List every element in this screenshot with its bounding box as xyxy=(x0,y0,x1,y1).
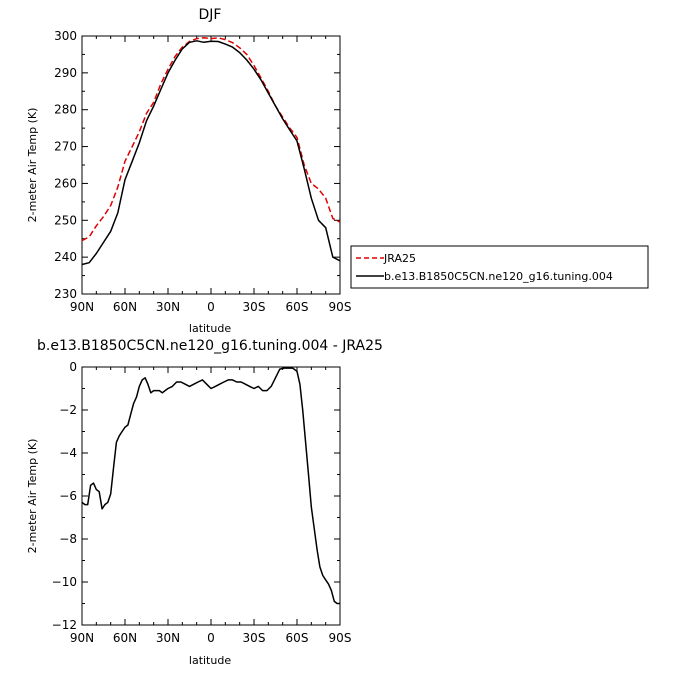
x-tick-label: 60S xyxy=(286,300,309,314)
y-tick-label: −12 xyxy=(52,618,77,632)
y-tick-label: −2 xyxy=(59,403,77,417)
x-tick-label: 60N xyxy=(113,631,137,645)
bottom-panel-difference: b.e13.B1850C5CN.ne120_g16.tuning.004 - J… xyxy=(26,338,383,667)
y-tick-label: 260 xyxy=(54,176,77,190)
x-tick-label: 60N xyxy=(113,300,137,314)
y-tick-label: −10 xyxy=(52,575,77,589)
x-tick-label: 30S xyxy=(243,631,266,645)
top-panel-title: DJF xyxy=(199,7,222,23)
y-tick-label: −6 xyxy=(59,489,77,503)
y-tick-label: 300 xyxy=(54,29,77,43)
y-tick-label: 280 xyxy=(54,103,77,117)
x-tick-label: 90N xyxy=(70,300,94,314)
x-tick-label: 30S xyxy=(243,300,266,314)
x-tick-label: 60S xyxy=(286,631,309,645)
x-tick-label: 90N xyxy=(70,631,94,645)
plot-frame xyxy=(81,35,341,295)
series-line-1-0 xyxy=(81,367,340,605)
y-tick-label: 0 xyxy=(69,360,77,374)
bottom-panel-marks: 90N 60N 30N 0 30S 60S 90S −12 −10 −8 −6 −4 −2 0 xyxy=(52,360,352,645)
y-tick-label: 270 xyxy=(54,140,77,154)
x-tick-label: 0 xyxy=(207,631,215,645)
y-tick-label: −8 xyxy=(59,532,77,546)
legend: JRA25 b.e13.B1850C5CN.ne120_g16.tuning.0… xyxy=(350,245,649,289)
plot-frame xyxy=(81,366,341,626)
top-panel-xlabel: latitude xyxy=(189,322,231,335)
top-panel-marks: 90N 60N 30N 0 30S 60S 90S 230 240 250 260 270 280 290… xyxy=(54,29,351,314)
y-tick-label: 230 xyxy=(54,287,77,301)
legend-label-jra25: JRA25 xyxy=(383,252,416,265)
x-tick-label: 90S xyxy=(329,631,352,645)
y-tick-label: 250 xyxy=(54,213,77,227)
legend-box xyxy=(350,245,649,289)
y-tick-label: 290 xyxy=(54,66,77,80)
bottom-panel-ylabel: 2-meter Air Temp (K) xyxy=(26,439,39,554)
x-tick-label: 30N xyxy=(156,300,180,314)
x-tick-label: 0 xyxy=(207,300,215,314)
bottom-panel-title: b.e13.B1850C5CN.ne120_g16.tuning.004 - J… xyxy=(37,338,383,354)
y-tick-label: −4 xyxy=(59,446,77,460)
x-tick-label: 30N xyxy=(156,631,180,645)
legend-label-model: b.e13.B1850C5CN.ne120_g16.tuning.004 xyxy=(384,270,613,283)
y-tick-label: 240 xyxy=(54,250,77,264)
top-panel-temperature: DJF latitude 2-meter Air Temp (K) 90N 60N… xyxy=(26,7,351,335)
x-tick-label: 90S xyxy=(329,300,352,314)
series-line-0-0 xyxy=(81,37,341,242)
bottom-panel-xlabel: latitude xyxy=(189,654,231,667)
top-panel-ylabel: 2-meter Air Temp (K) xyxy=(26,108,39,223)
series-line-0-1 xyxy=(81,40,341,266)
